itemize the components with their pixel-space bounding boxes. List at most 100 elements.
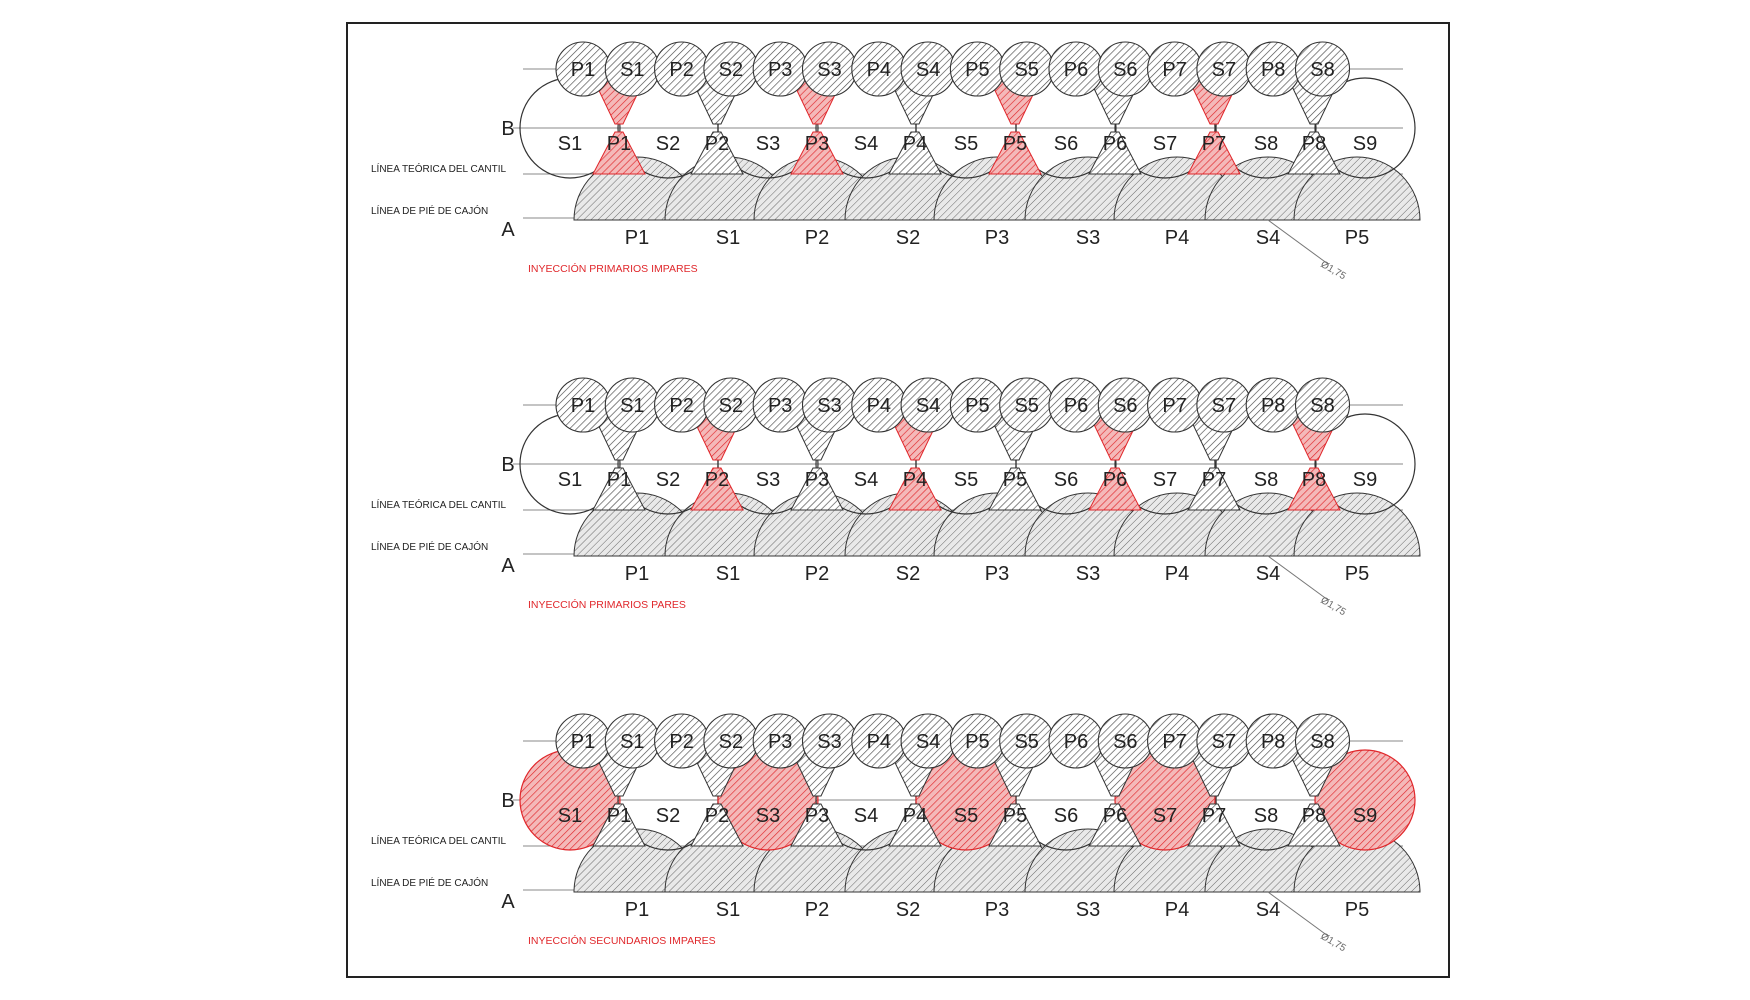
top-pile-label: P1 xyxy=(571,395,595,417)
top-pile-label: S1 xyxy=(620,59,644,81)
middle-pile-label: S2 xyxy=(656,469,680,491)
middle-pile-label: S9 xyxy=(1353,133,1377,155)
middle-pile-label: P4 xyxy=(903,805,927,827)
primary-hourglass-bottom xyxy=(1187,467,1241,511)
panel-caption: INYECCIÓN SECUNDARIOS IMPARES xyxy=(528,934,716,947)
top-pile-label: P6 xyxy=(1064,731,1088,753)
top-pile-label: S1 xyxy=(620,731,644,753)
middle-pile-label: P7 xyxy=(1202,133,1226,155)
middle-pile-label: S1 xyxy=(558,805,582,827)
panel-1: P1 S1 P2 S2 P3 S3 P4 S4 P5 S5 P6 S6 P7 S7 P8 S8 S1 P1 S2 P2… xyxy=(371,41,1421,282)
top-pile-label: S8 xyxy=(1310,395,1334,417)
middle-pile-label: P5 xyxy=(1003,469,1027,491)
primary-hourglass-bottom xyxy=(790,803,844,847)
bottom-pile-label: S1 xyxy=(716,227,740,249)
primary-hourglass-bottom xyxy=(888,467,942,511)
middle-pile-label: P1 xyxy=(607,805,631,827)
line-cantil-label: LÍNEA TEÓRICA DEL CANTIL xyxy=(371,834,506,847)
middle-pile-label: S1 xyxy=(558,469,582,491)
top-row-pile xyxy=(1294,713,1351,769)
middle-pile-label: P6 xyxy=(1103,805,1127,827)
dimension-label: Ø1,75 xyxy=(1319,931,1348,954)
middle-pile-label: P3 xyxy=(805,133,829,155)
panel-3: P1 S1 P2 S2 P3 S3 P4 S4 P5 S5 P6 S6 P7 S7 P8 S8 S1 P1 S2 P2… xyxy=(371,713,1421,954)
middle-pile-label: S8 xyxy=(1254,805,1278,827)
middle-pile-label: S5 xyxy=(954,469,978,491)
bottom-pile-label: P4 xyxy=(1165,899,1189,921)
line-cantil-label: LÍNEA TEÓRICA DEL CANTIL xyxy=(371,498,506,511)
line-pie-label: LÍNEA DE PIÉ DE CAJÓN xyxy=(371,204,488,217)
middle-pile-label: S1 xyxy=(558,133,582,155)
top-pile-label: P7 xyxy=(1162,731,1186,753)
bottom-pile-label: S3 xyxy=(1076,899,1100,921)
middle-pile-label: S2 xyxy=(656,133,680,155)
bottom-pile-label: P5 xyxy=(1345,563,1369,585)
bottom-pile-label: S2 xyxy=(896,899,920,921)
primary-hourglass-bottom xyxy=(592,467,646,511)
top-pile-label: P2 xyxy=(669,59,693,81)
top-pile-label: S6 xyxy=(1113,731,1137,753)
dimension-label: Ø1,75 xyxy=(1319,595,1348,618)
bottom-pile-label: P2 xyxy=(805,563,829,585)
top-pile-label: S6 xyxy=(1113,395,1137,417)
primary-hourglass-bottom xyxy=(592,131,646,175)
top-row-pile xyxy=(1294,41,1351,97)
middle-pile-label: S7 xyxy=(1153,133,1177,155)
line-cantil-label: LÍNEA TEÓRICA DEL CANTIL xyxy=(371,162,506,175)
top-pile-label: P5 xyxy=(965,395,989,417)
top-pile-label: S3 xyxy=(817,395,841,417)
primary-hourglass-bottom xyxy=(988,467,1042,511)
top-pile-label: S5 xyxy=(1014,59,1038,81)
bottom-pile-label: S4 xyxy=(1256,899,1280,921)
bottom-pile-label: P4 xyxy=(1165,563,1189,585)
bottom-pile-label: P1 xyxy=(625,227,649,249)
top-pile-label: P3 xyxy=(768,395,792,417)
top-pile-label: P8 xyxy=(1261,395,1285,417)
middle-pile-label: P3 xyxy=(805,469,829,491)
primary-hourglass-bottom xyxy=(1088,467,1142,511)
top-pile-label: P6 xyxy=(1064,395,1088,417)
top-pile-label: S4 xyxy=(916,59,940,81)
primary-hourglass-bottom xyxy=(888,131,942,175)
primary-hourglass-bottom xyxy=(988,131,1042,175)
top-pile-label: P1 xyxy=(571,59,595,81)
middle-pile-label: S3 xyxy=(756,133,780,155)
bottom-pile-label: P3 xyxy=(985,227,1009,249)
top-pile-label: P8 xyxy=(1261,731,1285,753)
line-pie-label: LÍNEA DE PIÉ DE CAJÓN xyxy=(371,876,488,889)
primary-hourglass-bottom xyxy=(790,467,844,511)
top-pile-label: P2 xyxy=(669,395,693,417)
top-pile-label: P8 xyxy=(1261,59,1285,81)
middle-pile-label: P2 xyxy=(705,469,729,491)
top-row-pile xyxy=(1294,377,1351,433)
top-pile-label: P5 xyxy=(965,59,989,81)
middle-pile-label: S8 xyxy=(1254,133,1278,155)
middle-pile-label: S3 xyxy=(756,805,780,827)
middle-pile-label: P4 xyxy=(903,469,927,491)
bottom-pile-label: P1 xyxy=(625,563,649,585)
panel-caption: INYECCIÓN PRIMARIOS PARES xyxy=(528,598,686,611)
middle-pile-label: P6 xyxy=(1103,469,1127,491)
bottom-pile-label: P3 xyxy=(985,563,1009,585)
dimension-leader xyxy=(1267,219,1329,265)
top-pile-label: S2 xyxy=(719,395,743,417)
middle-pile-label: P5 xyxy=(1003,805,1027,827)
top-pile-label: P5 xyxy=(965,731,989,753)
bottom-pile-label: P3 xyxy=(985,899,1009,921)
row-a-label: A xyxy=(501,219,515,241)
top-pile-label: P1 xyxy=(571,731,595,753)
middle-pile-label: S5 xyxy=(954,133,978,155)
bottom-pile-label: P2 xyxy=(805,899,829,921)
middle-pile-label: P6 xyxy=(1103,133,1127,155)
primary-hourglass-bottom xyxy=(1187,131,1241,175)
middle-pile-label: P2 xyxy=(705,805,729,827)
dimension-label: Ø1,75 xyxy=(1319,259,1348,282)
top-pile-label: P6 xyxy=(1064,59,1088,81)
middle-pile-label: P8 xyxy=(1302,469,1326,491)
top-pile-label: S5 xyxy=(1014,731,1038,753)
top-pile-label: S4 xyxy=(916,731,940,753)
top-pile-label: P4 xyxy=(867,731,891,753)
top-pile-label: S8 xyxy=(1310,731,1334,753)
primary-hourglass-bottom xyxy=(1287,131,1341,175)
middle-pile-label: S7 xyxy=(1153,469,1177,491)
